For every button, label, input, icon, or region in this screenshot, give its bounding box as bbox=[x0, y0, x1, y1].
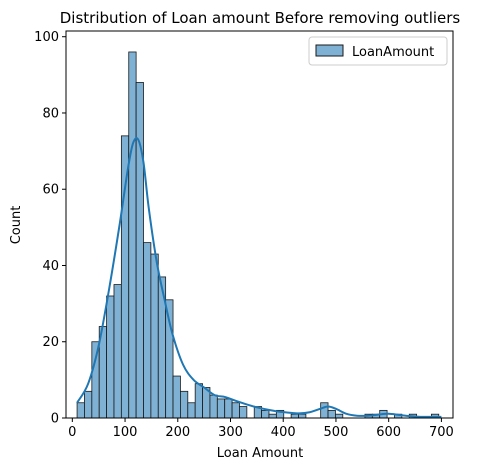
kde-curve bbox=[76, 137, 442, 418]
y-tick-label: 100 bbox=[34, 30, 59, 45]
x-tick-label: 300 bbox=[218, 425, 243, 440]
histogram-bar bbox=[327, 409, 336, 419]
histogram-bar bbox=[150, 253, 159, 419]
histogram-bar bbox=[113, 284, 122, 419]
y-tick-label: 60 bbox=[42, 183, 59, 198]
x-tick-label: 0 bbox=[68, 425, 76, 440]
y-tick-label: 0 bbox=[51, 412, 59, 427]
histogram-bar bbox=[84, 390, 93, 419]
histogram-bar bbox=[143, 242, 152, 419]
legend-swatch bbox=[315, 44, 344, 57]
histogram-bar bbox=[216, 398, 226, 419]
histogram-bar bbox=[187, 402, 196, 419]
histogram-bar bbox=[231, 402, 240, 419]
x-axis-title: Loan Amount bbox=[217, 446, 303, 461]
histogram-bar bbox=[128, 51, 137, 419]
y-axis: 0 20 40 60 80 100 bbox=[34, 30, 66, 427]
histogram-bar bbox=[194, 383, 203, 419]
y-tick-label: 40 bbox=[42, 259, 59, 274]
x-tick-label: 100 bbox=[113, 425, 138, 440]
x-tick-label: 200 bbox=[165, 425, 190, 440]
histogram-bar bbox=[268, 413, 277, 419]
histogram-bar bbox=[91, 341, 100, 419]
histogram-bar bbox=[261, 409, 270, 419]
histogram-bar bbox=[290, 413, 299, 419]
legend-label: LoanAmount bbox=[352, 45, 434, 60]
histogram-bar bbox=[335, 413, 344, 419]
legend: LoanAmount bbox=[308, 36, 448, 66]
histogram-bar bbox=[224, 398, 233, 419]
x-tick-label: 700 bbox=[429, 425, 454, 440]
plot-frame bbox=[65, 30, 454, 419]
histogram-bar bbox=[120, 135, 130, 419]
x-axis: 0 100 200 300 400 500 600 700 bbox=[68, 418, 454, 440]
x-tick-label: 400 bbox=[271, 425, 296, 440]
x-tick-label: 600 bbox=[376, 425, 401, 440]
histogram-bar bbox=[106, 295, 115, 419]
legend-box bbox=[308, 36, 448, 66]
histogram-bar bbox=[135, 82, 144, 419]
chart-title: Distribution of Loan amount Before remov… bbox=[60, 9, 461, 27]
histogram-bar bbox=[76, 402, 85, 419]
y-axis-title: Count bbox=[9, 206, 24, 245]
histogram-bar bbox=[172, 375, 181, 419]
histogram-bars bbox=[76, 51, 440, 419]
histogram-bar bbox=[209, 394, 218, 419]
x-tick-label: 500 bbox=[324, 425, 349, 440]
y-tick-label: 80 bbox=[42, 106, 59, 121]
histogram-bar bbox=[320, 402, 329, 419]
histogram-bar bbox=[298, 413, 307, 419]
y-tick-label: 20 bbox=[42, 335, 59, 350]
histogram-bar bbox=[239, 406, 248, 419]
histogram-bar bbox=[180, 390, 189, 419]
